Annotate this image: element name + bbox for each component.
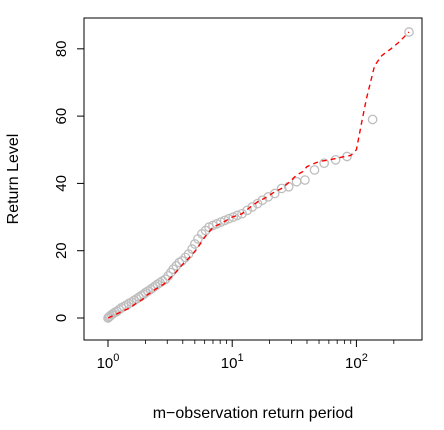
data-point (126, 297, 137, 308)
x-axis: 100 101 102 (97, 340, 395, 372)
data-point (232, 210, 243, 221)
fitted-return-level-line (107, 31, 410, 319)
data-point (237, 208, 247, 219)
x-tick-label-2: 102 (345, 352, 368, 372)
data-point (224, 213, 234, 224)
plot-box (83, 17, 423, 341)
data-point (242, 205, 253, 216)
data-point (252, 198, 263, 209)
data-point (404, 27, 414, 37)
y-tick-label-3: 60 (53, 108, 70, 125)
y-axis-title: Return Level (5, 134, 22, 225)
y-tick-label-4: 80 (53, 40, 70, 57)
data-point (276, 183, 287, 194)
y-tick-label-2: 40 (53, 175, 70, 192)
x-tick-label-1: 101 (221, 352, 244, 372)
data-point (300, 175, 310, 185)
data-point (309, 165, 320, 175)
data-point (367, 114, 378, 125)
data-point (118, 301, 129, 312)
data-point (219, 215, 230, 226)
data-point (269, 188, 280, 199)
x-axis-title: m−observation return period (153, 405, 354, 422)
series-layer (103, 27, 414, 323)
data-point (187, 244, 197, 254)
data-point (189, 239, 200, 249)
x-tick-label-0: 100 (97, 352, 120, 372)
data-point (155, 277, 165, 288)
y-axis: 0 20 40 60 80 (53, 40, 84, 322)
data-point (247, 202, 258, 212)
data-point (168, 264, 179, 275)
data-point (143, 286, 153, 296)
y-tick-label-1: 20 (53, 242, 70, 259)
data-point (319, 158, 330, 169)
y-tick-label-0: 0 (53, 314, 70, 322)
data-point (211, 218, 222, 229)
data-point (330, 155, 341, 165)
